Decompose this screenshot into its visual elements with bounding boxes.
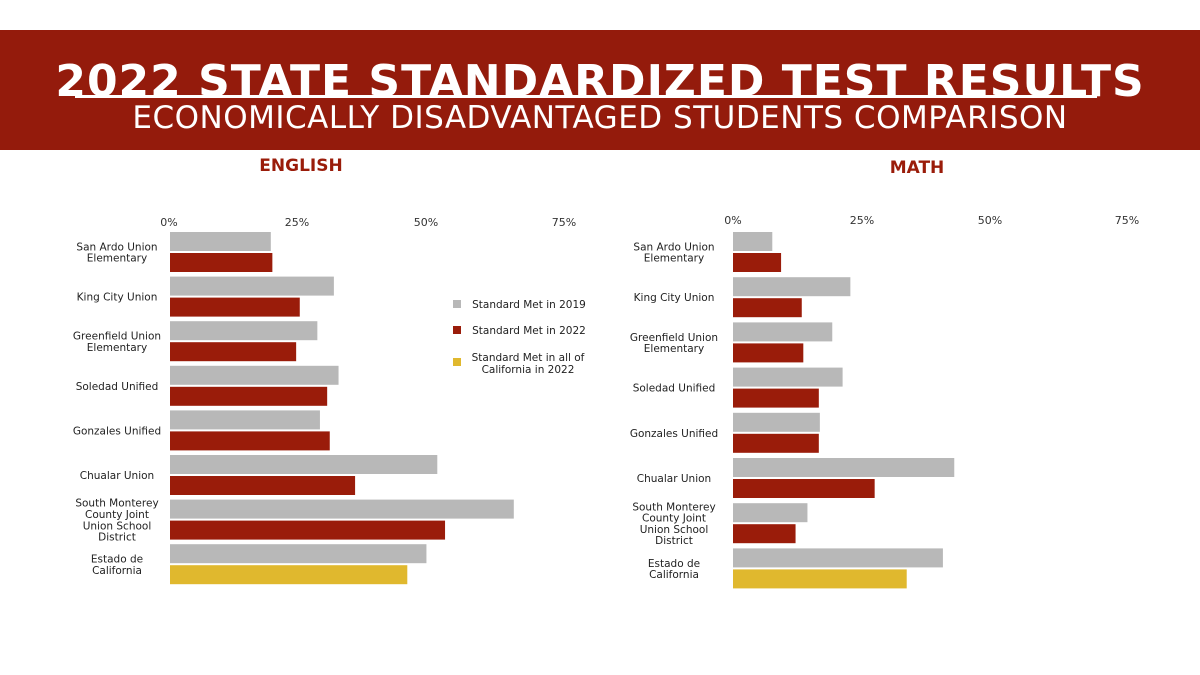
bar-2022 bbox=[733, 298, 802, 318]
bar-2022 bbox=[733, 343, 804, 363]
bar-2019 bbox=[733, 322, 833, 342]
category-label-line: San Ardo Union bbox=[633, 241, 714, 253]
bar-2022 bbox=[170, 520, 446, 540]
category-label-line: Soledad Unified bbox=[633, 383, 716, 395]
category-label: Chualar Union bbox=[637, 473, 711, 485]
bar-2019 bbox=[170, 232, 271, 251]
category-label-line: King City Union bbox=[77, 292, 158, 304]
category-label-line: Gonzales Unified bbox=[73, 425, 161, 437]
category-label: South Monterey County Joint Union School Di… bbox=[75, 498, 158, 544]
category-label-line: Greenfield Union bbox=[73, 331, 161, 343]
category-label-line: District bbox=[655, 535, 693, 547]
bar-2019 bbox=[170, 276, 334, 296]
legend-label-line: California in 2022 bbox=[482, 364, 575, 376]
category-label-line: Greenfield Union bbox=[630, 332, 718, 344]
category-label-line: California bbox=[92, 565, 142, 577]
legend-swatch bbox=[453, 326, 461, 334]
category-label-line: Elementary bbox=[644, 343, 704, 355]
category-label-line: Union School bbox=[83, 520, 152, 532]
category-label-line: Soledad Unified bbox=[76, 381, 159, 393]
category-label-line: California bbox=[649, 569, 699, 581]
bar-2022 bbox=[170, 253, 273, 272]
bar-2019 bbox=[733, 277, 851, 297]
bar-state-2022 bbox=[170, 565, 408, 585]
category-label: Soledad Unified bbox=[76, 381, 159, 393]
category-label: South Monterey County Joint Union School Di… bbox=[632, 501, 715, 547]
category-label-line: Chualar Union bbox=[80, 470, 154, 482]
x-tick-label: 0% bbox=[160, 216, 177, 229]
bar-2019 bbox=[170, 365, 339, 385]
category-label-line: Elementary bbox=[644, 253, 704, 265]
bar-2019 bbox=[733, 412, 820, 432]
x-tick-label: 75% bbox=[552, 216, 576, 229]
bar-2022 bbox=[733, 433, 819, 453]
bar-2022 bbox=[170, 386, 328, 406]
bar-2022 bbox=[170, 431, 330, 451]
bar-2019 bbox=[170, 410, 320, 430]
bar-2022 bbox=[170, 342, 297, 362]
category-label-line: Elementary bbox=[87, 253, 147, 265]
category-label: Estado de California bbox=[91, 554, 143, 577]
category-label-line: San Ardo Union bbox=[76, 241, 157, 253]
legend-label: Standard Met in 2022 bbox=[472, 325, 586, 337]
bar-2019 bbox=[170, 455, 438, 474]
category-label-line: Chualar Union bbox=[637, 473, 711, 485]
bar-2022 bbox=[733, 388, 819, 408]
page-title: 2022 STATE STANDARDIZED TEST RESULTS bbox=[55, 56, 1145, 107]
category-label-line: County Joint bbox=[642, 513, 706, 525]
panel-title-english: ENGLISH bbox=[259, 156, 342, 176]
bar-state-2022 bbox=[733, 569, 907, 589]
category-label: King City Union bbox=[77, 292, 158, 304]
category-label-line: South Monterey bbox=[632, 501, 715, 513]
title-divider bbox=[75, 95, 1097, 98]
panel-title-math: MATH bbox=[890, 158, 945, 178]
category-label-line: Elementary bbox=[87, 342, 147, 354]
category-label: Chualar Union bbox=[80, 470, 154, 482]
category-label-line: South Monterey bbox=[75, 498, 158, 510]
x-tick-label: 25% bbox=[285, 216, 309, 229]
category-label-line: Estado de bbox=[648, 558, 700, 570]
x-tick-label: 25% bbox=[850, 214, 874, 227]
category-label: Gonzales Unified bbox=[73, 425, 161, 437]
bar-2019 bbox=[170, 499, 514, 519]
x-tick-label: 50% bbox=[978, 214, 1002, 227]
category-label-line: Estado de bbox=[91, 554, 143, 566]
category-label-line: Gonzales Unified bbox=[630, 428, 718, 440]
page-subtitle: ECONOMICALLY DISADVANTAGED STUDENTS COMP… bbox=[132, 100, 1068, 136]
category-label: Gonzales Unified bbox=[630, 428, 718, 440]
bar-2022 bbox=[170, 297, 300, 317]
bar-2019 bbox=[733, 548, 943, 568]
legend-label: Standard Met in 2019 bbox=[472, 299, 586, 311]
x-tick-label: 75% bbox=[1115, 214, 1139, 227]
category-label: Soledad Unified bbox=[633, 383, 716, 395]
legend-swatch bbox=[453, 358, 461, 366]
bar-2019 bbox=[733, 232, 773, 251]
bar-2022 bbox=[733, 524, 796, 544]
category-label-line: District bbox=[98, 532, 136, 544]
bar-2022 bbox=[733, 479, 875, 498]
category-label: King City Union bbox=[634, 292, 715, 304]
category-label: Greenfield Union Elementary bbox=[630, 332, 718, 355]
legend-label-line: Standard Met in all of bbox=[472, 352, 585, 364]
bar-2019 bbox=[170, 544, 427, 564]
category-label-line: Union School bbox=[640, 524, 709, 536]
bar-2022 bbox=[733, 253, 782, 272]
category-label-line: County Joint bbox=[85, 509, 149, 521]
bar-2019 bbox=[733, 458, 955, 477]
category-label-line: King City Union bbox=[634, 292, 715, 304]
bar-2019 bbox=[733, 503, 808, 523]
category-label: San Ardo Union Elementary bbox=[76, 241, 157, 264]
legend-swatch bbox=[453, 300, 461, 308]
legend-label: Standard Met in all of California in 2022 bbox=[472, 352, 585, 376]
category-label: Estado de California bbox=[648, 558, 700, 581]
bar-2019 bbox=[733, 367, 843, 387]
category-label: Greenfield Union Elementary bbox=[73, 331, 161, 354]
bar-2022 bbox=[170, 476, 356, 495]
x-tick-label: 50% bbox=[414, 216, 438, 229]
header-banner: 2022 STATE STANDARDIZED TEST RESULTS ECO… bbox=[0, 30, 1200, 150]
x-tick-label: 0% bbox=[724, 214, 741, 227]
category-label: San Ardo Union Elementary bbox=[633, 241, 714, 264]
bar-2019 bbox=[170, 321, 318, 341]
